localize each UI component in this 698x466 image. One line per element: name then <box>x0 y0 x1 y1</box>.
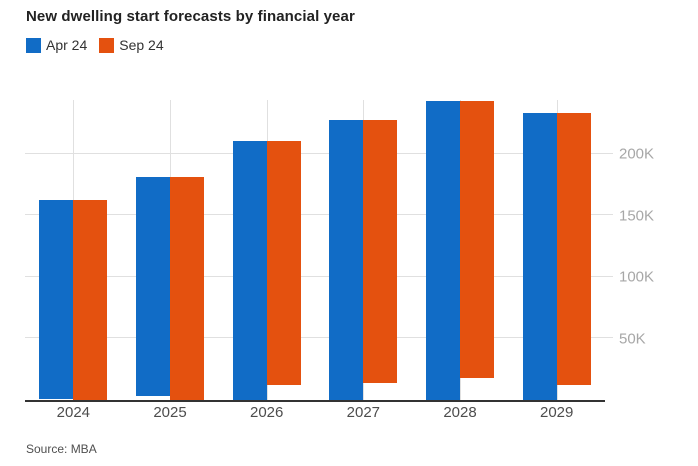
bar-apr-24-2025 <box>136 177 170 397</box>
bar-pair <box>232 141 301 400</box>
bar-apr-24-2028 <box>426 100 461 400</box>
y-gridline <box>25 152 613 154</box>
bar-pair <box>39 200 108 400</box>
bar-sep-24-2027 <box>363 120 398 383</box>
bar-group-2028 <box>412 100 509 400</box>
x-tick-label: 2026 <box>249 404 284 421</box>
x-tick-label: 2025 <box>153 404 187 421</box>
x-tick-label: 2028 <box>443 404 477 421</box>
bar-apr-24-2026 <box>232 141 267 400</box>
y-gridline <box>25 214 613 216</box>
y-gridline <box>25 337 613 339</box>
y-tick-label: 100K <box>619 268 655 286</box>
bar-apr-24-2029 <box>522 112 557 400</box>
bar-apr-24-2027 <box>329 120 364 400</box>
x-tick-label: 2024 <box>56 404 91 421</box>
bar-group-2029 <box>508 100 605 400</box>
legend-label: Apr 24 <box>46 37 88 53</box>
bar-pair <box>136 177 204 400</box>
y-gridline <box>25 275 613 277</box>
bar-pair <box>426 100 495 400</box>
legend-item: Sep 24 <box>99 37 164 53</box>
bar-sep-24-2028 <box>460 100 495 378</box>
chart-title: New dwelling start forecasts by financia… <box>26 8 355 25</box>
bar-sep-24-2029 <box>556 112 591 386</box>
x-tick-label: 2027 <box>346 404 381 421</box>
bar-group-2026 <box>218 100 315 400</box>
legend-swatch-icon <box>99 37 115 53</box>
y-tick-label: 50K <box>619 330 646 348</box>
bar-sep-24-2024 <box>73 200 108 400</box>
source-note: Source: MBA <box>26 442 97 456</box>
bar-group-2027 <box>315 100 412 400</box>
legend-label: Sep 24 <box>119 37 164 53</box>
bar-groups <box>25 100 605 400</box>
bar-pair <box>329 120 398 400</box>
bar-apr-24-2024 <box>39 200 74 399</box>
legend: Apr 24 Sep 24 <box>26 37 164 53</box>
legend-swatch-icon <box>26 37 41 53</box>
x-tick-label: 2029 <box>540 404 574 421</box>
bar-sep-24-2026 <box>266 141 301 386</box>
bar-sep-24-2025 <box>170 177 204 400</box>
bar-group-2024 <box>25 100 122 400</box>
bar-pair <box>522 112 591 400</box>
legend-item: Apr 24 <box>26 37 87 53</box>
y-tick-label: 150K <box>619 207 655 225</box>
x-axis-labels: 2024 2025 2026 2027 2028 2029 <box>25 404 605 421</box>
plot-area: 50K 100K 150K 200K <box>25 100 654 402</box>
y-tick-label: 200K <box>619 145 655 163</box>
bar-group-2025 <box>122 100 219 400</box>
